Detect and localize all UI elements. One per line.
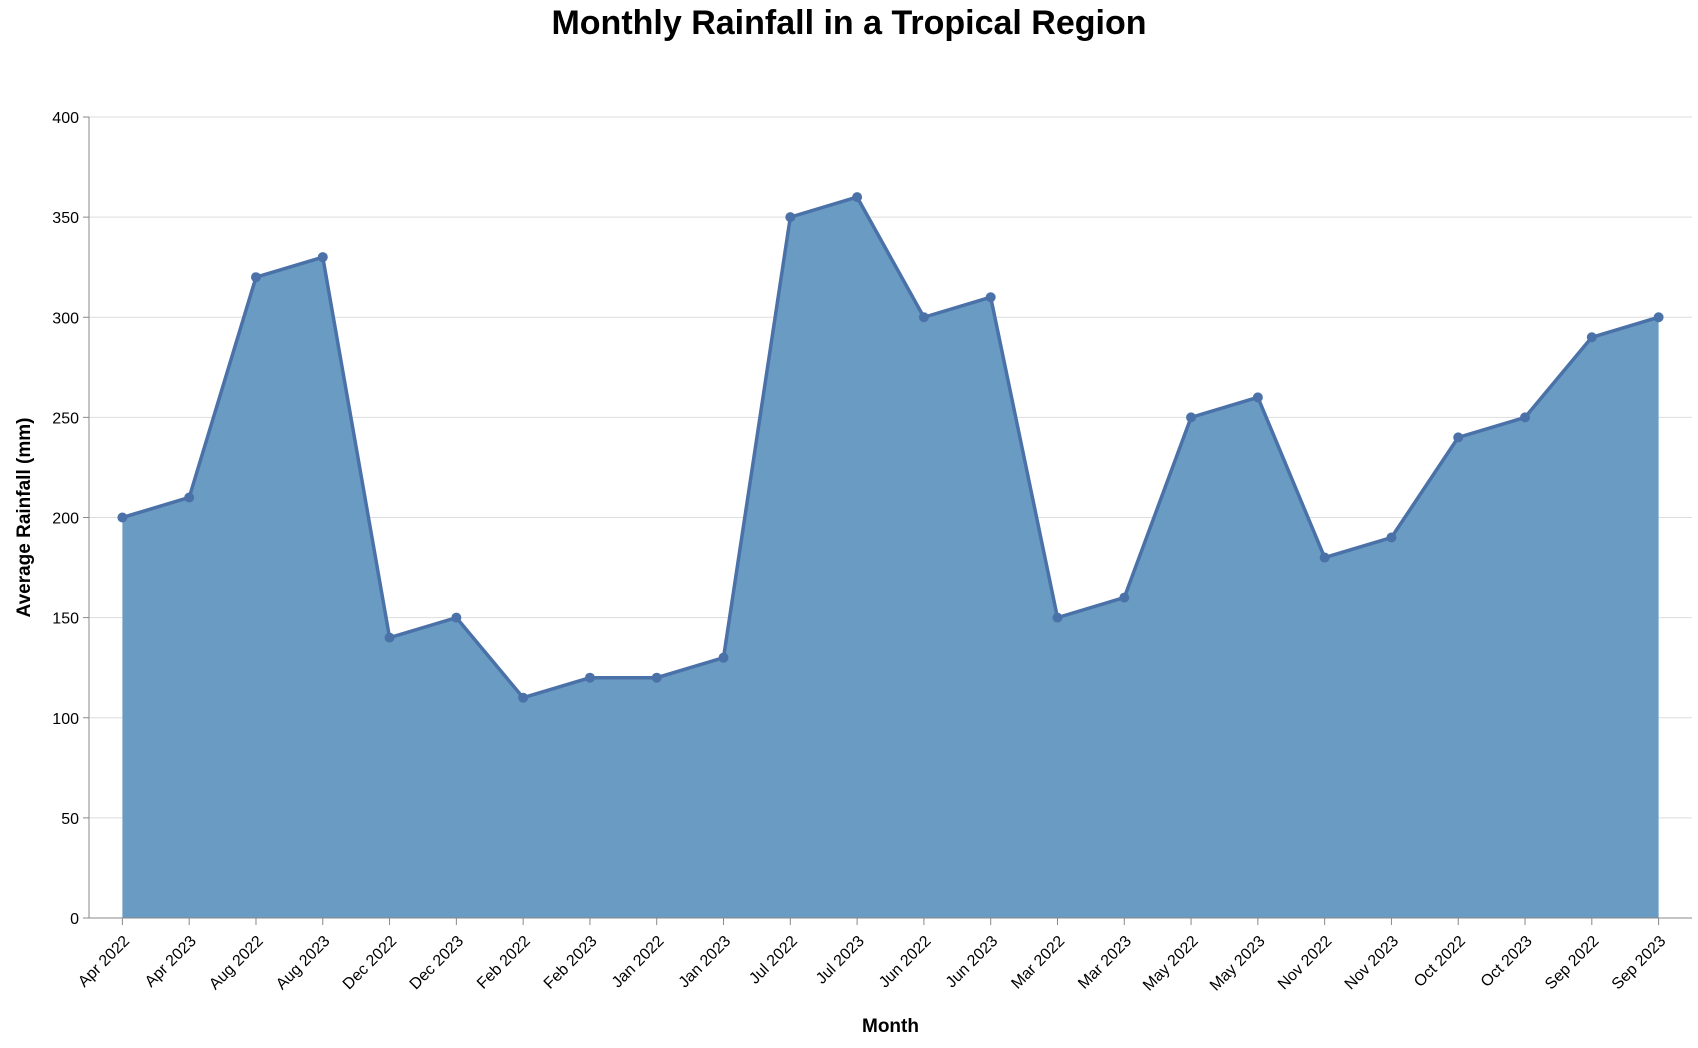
- data-point: [1052, 612, 1063, 623]
- data-point: [918, 312, 929, 323]
- x-axis-title: Month: [862, 1016, 919, 1037]
- x-tick-label: Jun 2023: [943, 933, 1002, 992]
- data-point: [1386, 532, 1397, 543]
- x-tick-label: Oct 2023: [1478, 933, 1536, 991]
- data-point: [1586, 332, 1597, 343]
- x-tick-label: Feb 2023: [541, 933, 601, 993]
- x-tick-label: Dec 2023: [407, 933, 468, 994]
- x-tick-label: Nov 2022: [1275, 933, 1336, 994]
- x-tick-label: Sep 2023: [1609, 933, 1670, 994]
- data-point: [651, 672, 662, 683]
- x-tick-label: Oct 2022: [1411, 933, 1469, 991]
- x-tick-label: Feb 2022: [474, 933, 534, 993]
- data-point: [317, 252, 328, 263]
- data-point: [184, 492, 195, 503]
- y-tick-label: 0: [70, 911, 79, 928]
- data-point: [584, 672, 595, 683]
- data-point: [1319, 552, 1330, 563]
- data-point: [785, 212, 796, 223]
- area-series: [121, 195, 1660, 919]
- y-tick-label: 100: [52, 711, 79, 728]
- y-tick-label: 250: [52, 410, 79, 427]
- x-tick-label: May 2023: [1207, 933, 1269, 995]
- y-tick-label: 350: [52, 210, 79, 227]
- y-tick-label: 400: [52, 110, 79, 127]
- x-tick-label: Apr 2022: [75, 933, 133, 991]
- data-point: [985, 292, 996, 303]
- x-tick-label: Dec 2022: [340, 933, 401, 994]
- data-point: [117, 512, 128, 523]
- x-tick-label: Jul 2022: [746, 933, 801, 988]
- data-point: [1252, 392, 1263, 403]
- data-point: [518, 692, 529, 703]
- x-tick-label: Aug 2023: [273, 933, 334, 994]
- y-tick-label: 150: [52, 611, 79, 628]
- data-point: [1119, 592, 1130, 603]
- x-tick-label: Mar 2023: [1075, 933, 1135, 993]
- data-point: [1453, 432, 1464, 443]
- data-point: [451, 612, 462, 623]
- x-tick-label: Jan 2022: [609, 933, 668, 992]
- x-tick-label: Aug 2022: [206, 933, 267, 994]
- chart-title: Monthly Rainfall in a Tropical Region: [551, 4, 1147, 42]
- data-points: [117, 192, 1664, 703]
- data-point: [384, 632, 395, 643]
- data-point: [1520, 412, 1531, 423]
- series-line: [121, 195, 1660, 700]
- y-tick-label: 50: [61, 811, 79, 828]
- x-tick-label: May 2022: [1140, 933, 1202, 995]
- data-point: [250, 272, 261, 283]
- x-tick-label: Jun 2022: [876, 933, 935, 992]
- x-tick-label: Jan 2023: [676, 933, 735, 992]
- x-tick-label: Sep 2022: [1542, 933, 1603, 994]
- x-tick-label: Nov 2023: [1342, 933, 1403, 994]
- x-tick-label: Mar 2022: [1008, 933, 1068, 993]
- y-axis-title: Average Rainfall (mm): [14, 418, 35, 618]
- x-tick-label: Jul 2023: [813, 933, 868, 988]
- data-point: [1653, 312, 1664, 323]
- data-point: [718, 652, 729, 663]
- data-point: [1186, 412, 1197, 423]
- data-point: [852, 192, 863, 203]
- x-tick-label: Apr 2023: [142, 933, 200, 991]
- y-tick-label: 300: [52, 310, 79, 327]
- y-tick-label: 200: [52, 511, 79, 528]
- area-fill: [122, 197, 1659, 919]
